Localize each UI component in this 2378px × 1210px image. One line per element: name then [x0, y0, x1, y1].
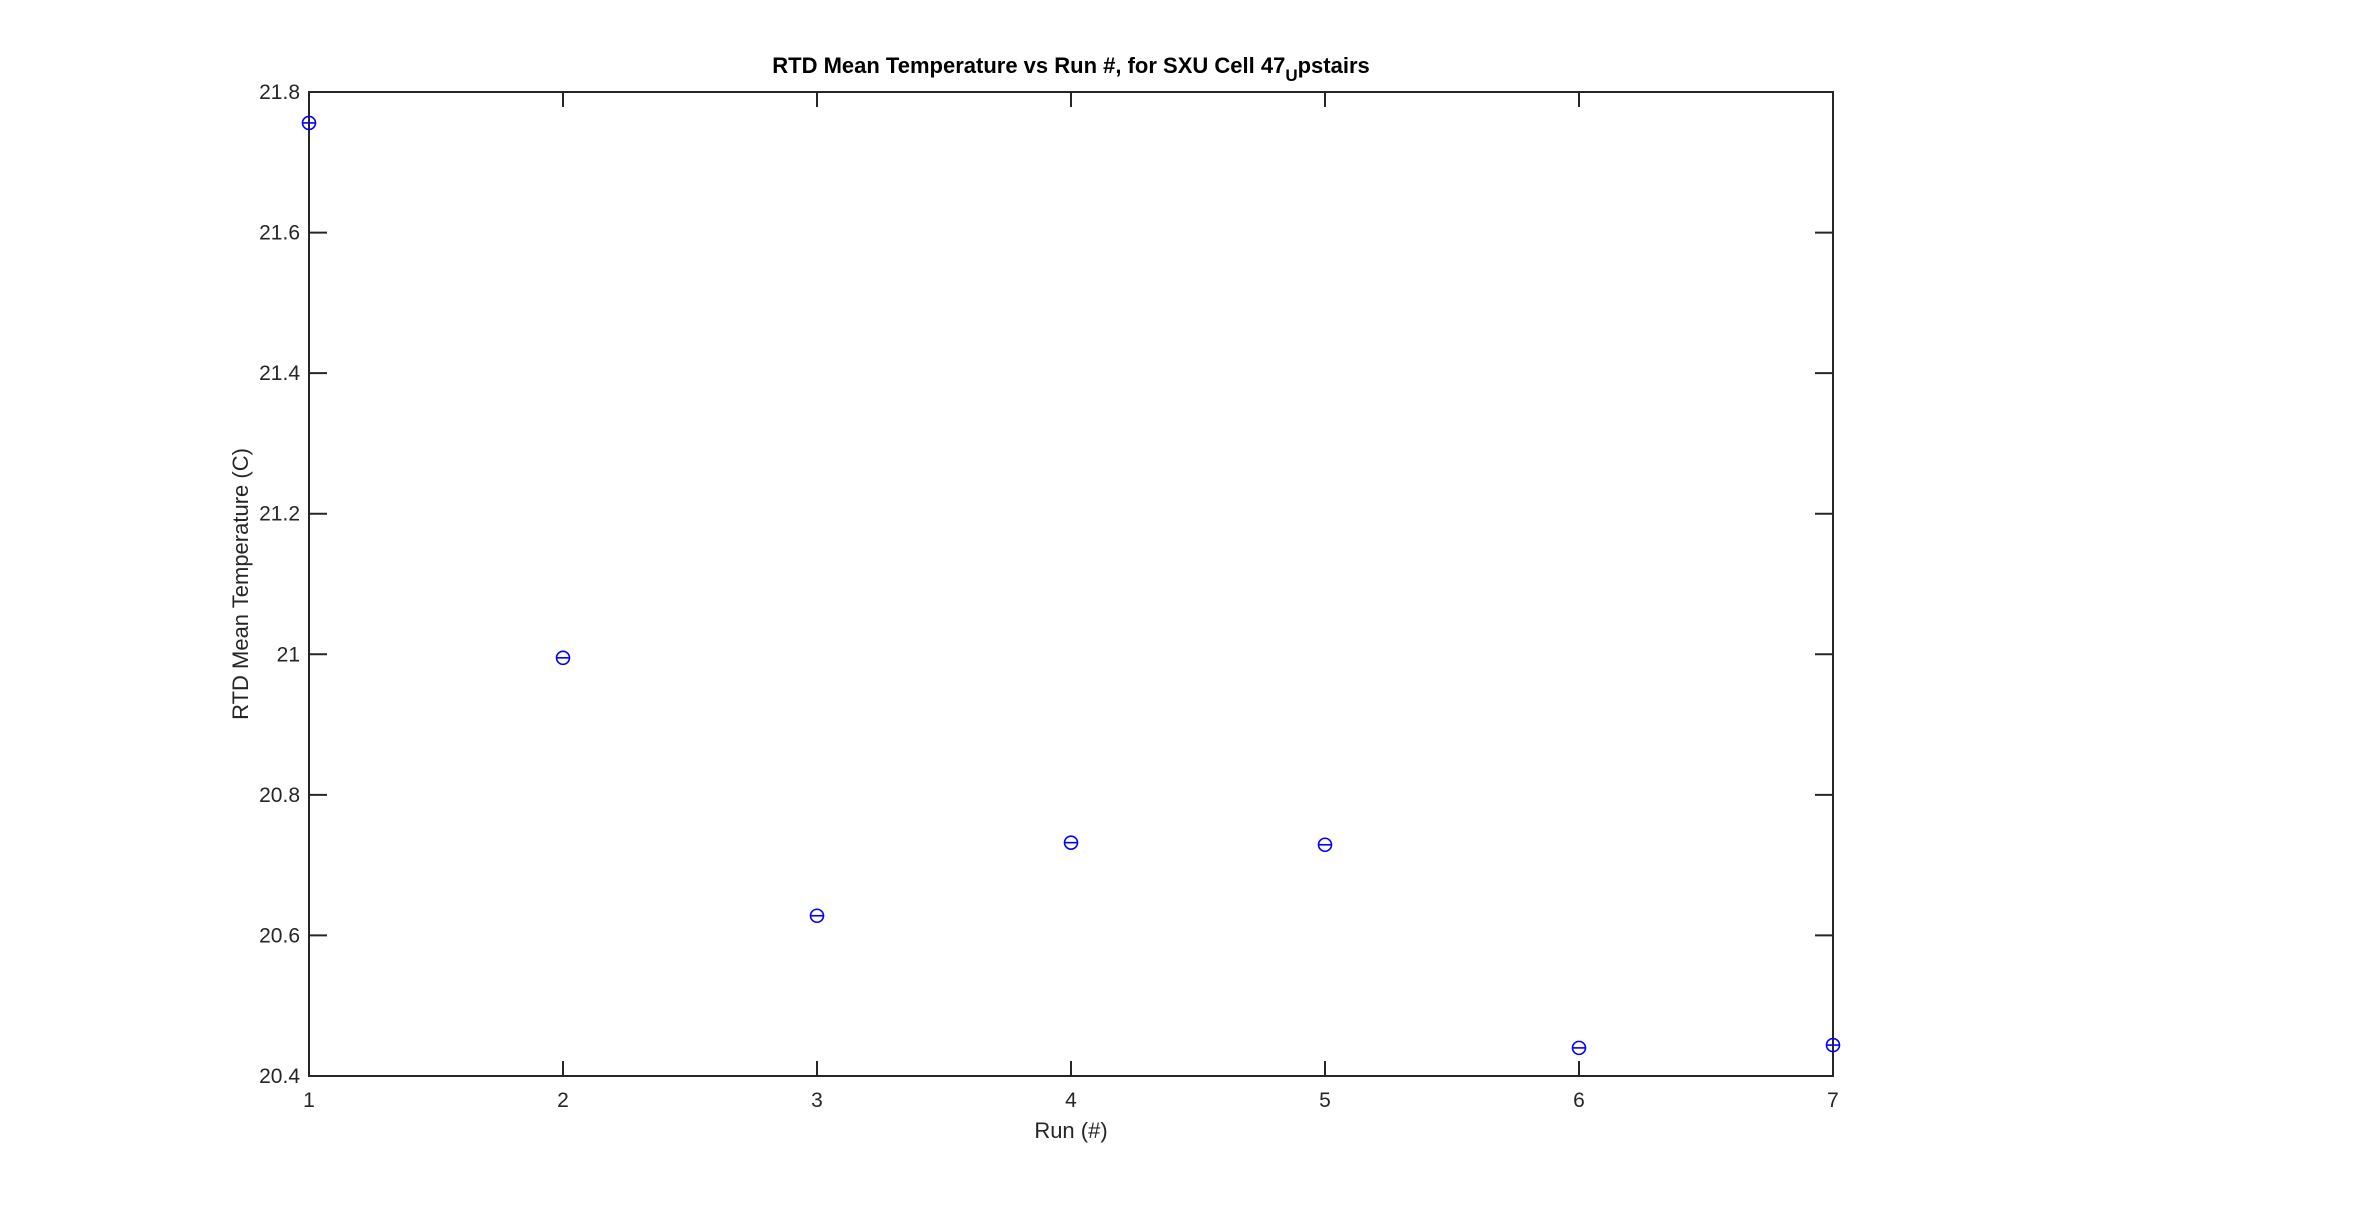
y-tick-label: 20.4 — [259, 1065, 300, 1088]
y-tick-label: 21.2 — [259, 503, 300, 526]
chart-title: RTD Mean Temperature vs Run #, for SXU C… — [772, 53, 1370, 85]
x-tick-label: 5 — [1319, 1089, 1331, 1112]
y-tick-label: 21 — [277, 643, 300, 666]
data-points — [301, 115, 1841, 1056]
data-point — [809, 908, 825, 924]
x-tick-label: 4 — [1065, 1089, 1077, 1112]
x-tick-label: 3 — [811, 1089, 823, 1112]
data-point — [1571, 1040, 1587, 1056]
y-tick-label: 21.6 — [259, 222, 300, 245]
data-point — [301, 115, 317, 131]
title-subscript: U — [1285, 66, 1297, 85]
data-point — [1063, 835, 1079, 850]
title-suffix: pstairs — [1298, 53, 1370, 78]
y-axis: 20.4 20.6 20.8 21 21.2 21.4 21.6 21.8 — [259, 81, 1833, 1088]
plot-area — [308, 91, 1834, 1077]
y-tick-label: 21.8 — [259, 81, 300, 104]
x-tick-label: 7 — [1827, 1089, 1839, 1112]
x-tick-label: 1 — [303, 1089, 315, 1112]
data-point — [1825, 1037, 1841, 1053]
x-tick-label: 2 — [557, 1089, 569, 1112]
y-tick-label: 21.4 — [259, 362, 300, 385]
y-tick-label: 20.6 — [259, 924, 300, 947]
data-point — [1317, 837, 1333, 853]
x-axis-label: Run (#) — [1034, 1118, 1107, 1143]
x-axis: 1 2 3 4 5 6 7 — [303, 92, 1839, 1112]
y-axis-label: RTD Mean Temperature (C) — [228, 448, 253, 720]
x-tick-label: 6 — [1573, 1089, 1585, 1112]
data-point — [555, 650, 571, 666]
y-tick-label: 20.8 — [259, 784, 300, 807]
